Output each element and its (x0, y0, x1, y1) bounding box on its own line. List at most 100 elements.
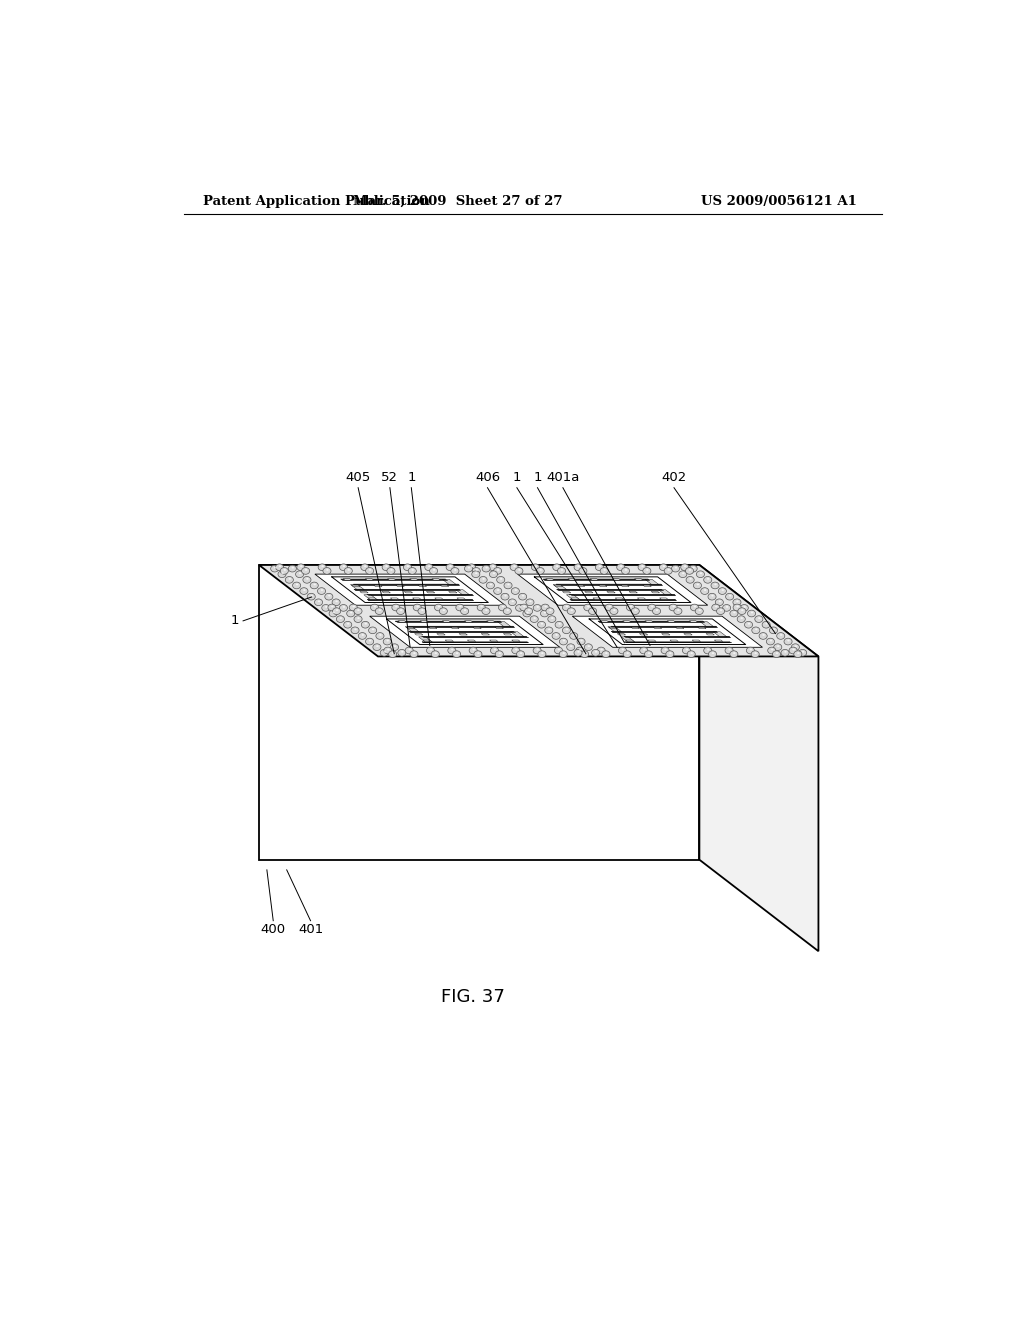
Polygon shape (442, 620, 451, 622)
Ellipse shape (390, 569, 392, 570)
Ellipse shape (477, 652, 479, 655)
Polygon shape (406, 627, 419, 632)
Ellipse shape (692, 566, 695, 569)
Ellipse shape (446, 564, 455, 570)
Ellipse shape (332, 599, 340, 606)
Ellipse shape (369, 627, 377, 634)
Ellipse shape (485, 610, 487, 611)
Ellipse shape (343, 565, 345, 568)
Ellipse shape (551, 618, 554, 619)
Ellipse shape (433, 569, 435, 570)
Polygon shape (608, 627, 622, 632)
Polygon shape (631, 627, 639, 628)
Ellipse shape (472, 570, 480, 578)
Ellipse shape (736, 606, 738, 607)
Ellipse shape (652, 607, 660, 615)
Ellipse shape (361, 622, 370, 628)
Ellipse shape (555, 622, 563, 628)
Polygon shape (645, 620, 653, 622)
Ellipse shape (523, 606, 525, 607)
Ellipse shape (297, 564, 305, 570)
Ellipse shape (726, 606, 728, 607)
Ellipse shape (738, 607, 745, 615)
Ellipse shape (475, 573, 477, 574)
Ellipse shape (703, 647, 712, 653)
Ellipse shape (545, 606, 547, 607)
Ellipse shape (520, 652, 522, 655)
Ellipse shape (534, 647, 542, 653)
Polygon shape (426, 591, 435, 593)
Ellipse shape (575, 647, 584, 653)
Ellipse shape (563, 640, 565, 642)
Ellipse shape (331, 606, 334, 607)
Ellipse shape (502, 606, 504, 607)
Polygon shape (382, 591, 390, 593)
Ellipse shape (723, 605, 731, 611)
Ellipse shape (534, 605, 542, 611)
Ellipse shape (383, 638, 391, 645)
Ellipse shape (343, 606, 345, 607)
Ellipse shape (537, 606, 539, 607)
Ellipse shape (696, 583, 699, 585)
Ellipse shape (358, 632, 367, 639)
Ellipse shape (314, 599, 323, 606)
Polygon shape (577, 585, 585, 586)
Ellipse shape (270, 565, 279, 572)
Ellipse shape (751, 611, 754, 614)
Ellipse shape (736, 601, 738, 602)
Ellipse shape (685, 568, 693, 574)
Ellipse shape (630, 606, 632, 607)
Ellipse shape (703, 577, 712, 583)
Polygon shape (593, 598, 601, 599)
Text: 401: 401 (298, 923, 324, 936)
Ellipse shape (538, 622, 546, 628)
Polygon shape (428, 627, 437, 628)
Ellipse shape (475, 569, 478, 570)
Ellipse shape (579, 568, 587, 574)
Ellipse shape (401, 651, 403, 652)
Polygon shape (617, 634, 626, 635)
Ellipse shape (759, 632, 767, 639)
Ellipse shape (434, 605, 442, 611)
Polygon shape (259, 565, 818, 656)
Ellipse shape (717, 607, 725, 615)
Polygon shape (440, 585, 449, 586)
Polygon shape (511, 632, 524, 636)
Ellipse shape (518, 569, 520, 570)
Ellipse shape (336, 615, 344, 623)
Text: Mar. 5, 2009  Sheet 27 of 27: Mar. 5, 2009 Sheet 27 of 27 (352, 194, 562, 207)
Text: 405: 405 (345, 471, 371, 483)
Ellipse shape (589, 607, 597, 615)
Polygon shape (456, 590, 470, 595)
Ellipse shape (497, 577, 505, 583)
Ellipse shape (766, 638, 774, 645)
Ellipse shape (715, 583, 717, 585)
Polygon shape (442, 579, 457, 585)
Ellipse shape (400, 610, 402, 611)
Ellipse shape (464, 610, 466, 611)
Ellipse shape (541, 623, 543, 624)
Ellipse shape (504, 582, 512, 589)
Ellipse shape (300, 565, 302, 568)
Polygon shape (566, 595, 581, 599)
Ellipse shape (708, 593, 716, 601)
Polygon shape (407, 627, 415, 628)
Polygon shape (658, 590, 672, 595)
Polygon shape (637, 598, 646, 599)
Ellipse shape (496, 651, 504, 657)
Ellipse shape (387, 568, 395, 574)
Ellipse shape (787, 640, 790, 642)
Ellipse shape (406, 647, 414, 653)
Ellipse shape (743, 606, 745, 607)
Ellipse shape (347, 610, 354, 616)
Polygon shape (504, 634, 512, 635)
Polygon shape (495, 627, 504, 628)
Ellipse shape (465, 565, 472, 572)
Polygon shape (643, 585, 651, 586)
Ellipse shape (720, 610, 722, 611)
Polygon shape (612, 578, 621, 579)
Ellipse shape (485, 566, 487, 569)
Ellipse shape (640, 647, 648, 653)
Ellipse shape (622, 568, 630, 574)
Text: Patent Application Publication: Patent Application Publication (204, 194, 430, 207)
